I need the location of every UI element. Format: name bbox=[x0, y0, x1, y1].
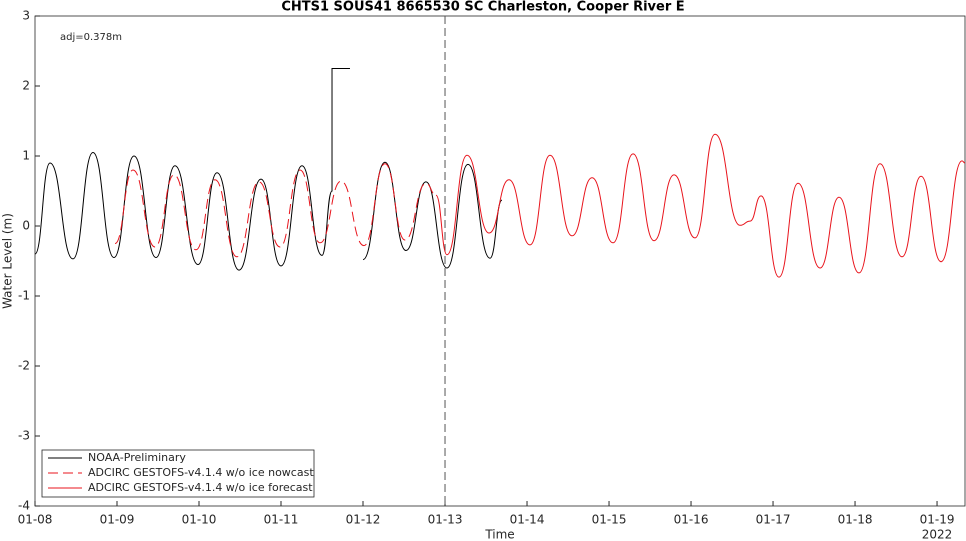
y-tick-label: -4 bbox=[18, 499, 30, 513]
plot-frame bbox=[34, 15, 966, 507]
x-tick-label: 01-18 bbox=[838, 513, 873, 527]
legend-label: NOAA-Preliminary bbox=[88, 451, 186, 464]
y-axis-label: Water Level (m) bbox=[1, 213, 15, 309]
chart-title: CHTS1 SOUS41 8665530 SC Charleston, Coop… bbox=[281, 0, 684, 15]
y-tick-label: -1 bbox=[18, 289, 30, 303]
series-line bbox=[114, 163, 437, 258]
x-axis-label: Time bbox=[484, 528, 514, 541]
x-tick-label: 01-19 bbox=[920, 513, 955, 527]
series-line bbox=[435, 133, 966, 278]
year-label: 2022 bbox=[922, 528, 953, 541]
legend-label: ADCIRC GESTOFS-v4.1.4 w/o ice forecast bbox=[88, 481, 313, 494]
y-tick-label: 3 bbox=[22, 9, 30, 23]
x-tick-label: 01-09 bbox=[100, 513, 135, 527]
x-tick-label: 01-08 bbox=[18, 513, 53, 527]
legend-label: ADCIRC GESTOFS-v4.1.4 w/o ice nowcast bbox=[88, 466, 314, 479]
y-tick-label: 2 bbox=[22, 79, 30, 93]
annotation: adj=0.378m bbox=[60, 32, 122, 43]
legend-box bbox=[41, 449, 315, 498]
x-tick-label: 01-13 bbox=[428, 513, 463, 527]
x-tick-label: 01-16 bbox=[674, 513, 709, 527]
y-tick-label: 0 bbox=[22, 219, 30, 233]
y-tick-label: 1 bbox=[22, 149, 30, 163]
x-tick-label: 01-12 bbox=[346, 513, 381, 527]
x-tick-label: 01-10 bbox=[182, 513, 217, 527]
x-tick-label: 01-14 bbox=[510, 513, 545, 527]
y-tick-label: -2 bbox=[18, 359, 30, 373]
y-tick-label: -3 bbox=[18, 429, 30, 443]
x-tick-label: 01-15 bbox=[592, 513, 627, 527]
series-line bbox=[34, 67, 503, 271]
x-tick-label: 01-11 bbox=[264, 513, 299, 527]
x-tick-label: 01-17 bbox=[756, 513, 791, 527]
